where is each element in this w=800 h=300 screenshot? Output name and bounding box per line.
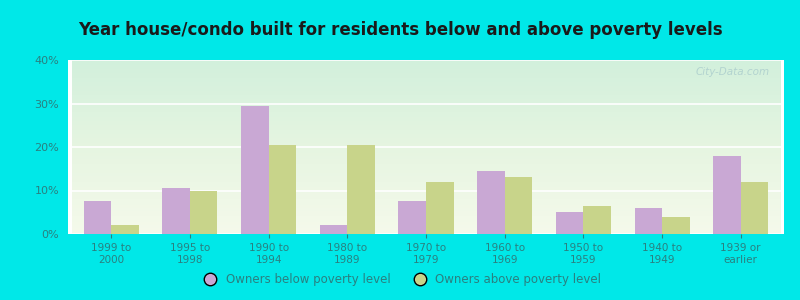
Bar xyxy=(347,145,375,234)
Bar xyxy=(505,177,532,234)
Text: City-Data.com: City-Data.com xyxy=(695,67,770,77)
Bar xyxy=(662,217,690,234)
Bar xyxy=(556,212,583,234)
Bar xyxy=(111,225,139,234)
Bar xyxy=(190,190,218,234)
Bar xyxy=(741,182,768,234)
Bar xyxy=(477,171,505,234)
Bar xyxy=(162,188,190,234)
Bar xyxy=(713,156,741,234)
Bar xyxy=(398,201,426,234)
Bar xyxy=(426,182,454,234)
Bar xyxy=(241,106,269,234)
Legend: Owners below poverty level, Owners above poverty level: Owners below poverty level, Owners above… xyxy=(194,269,606,291)
Bar xyxy=(320,225,347,234)
Bar xyxy=(84,201,111,234)
Text: Year house/condo built for residents below and above poverty levels: Year house/condo built for residents bel… xyxy=(78,21,722,39)
Bar xyxy=(269,145,296,234)
Bar xyxy=(634,208,662,234)
Bar xyxy=(583,206,611,234)
